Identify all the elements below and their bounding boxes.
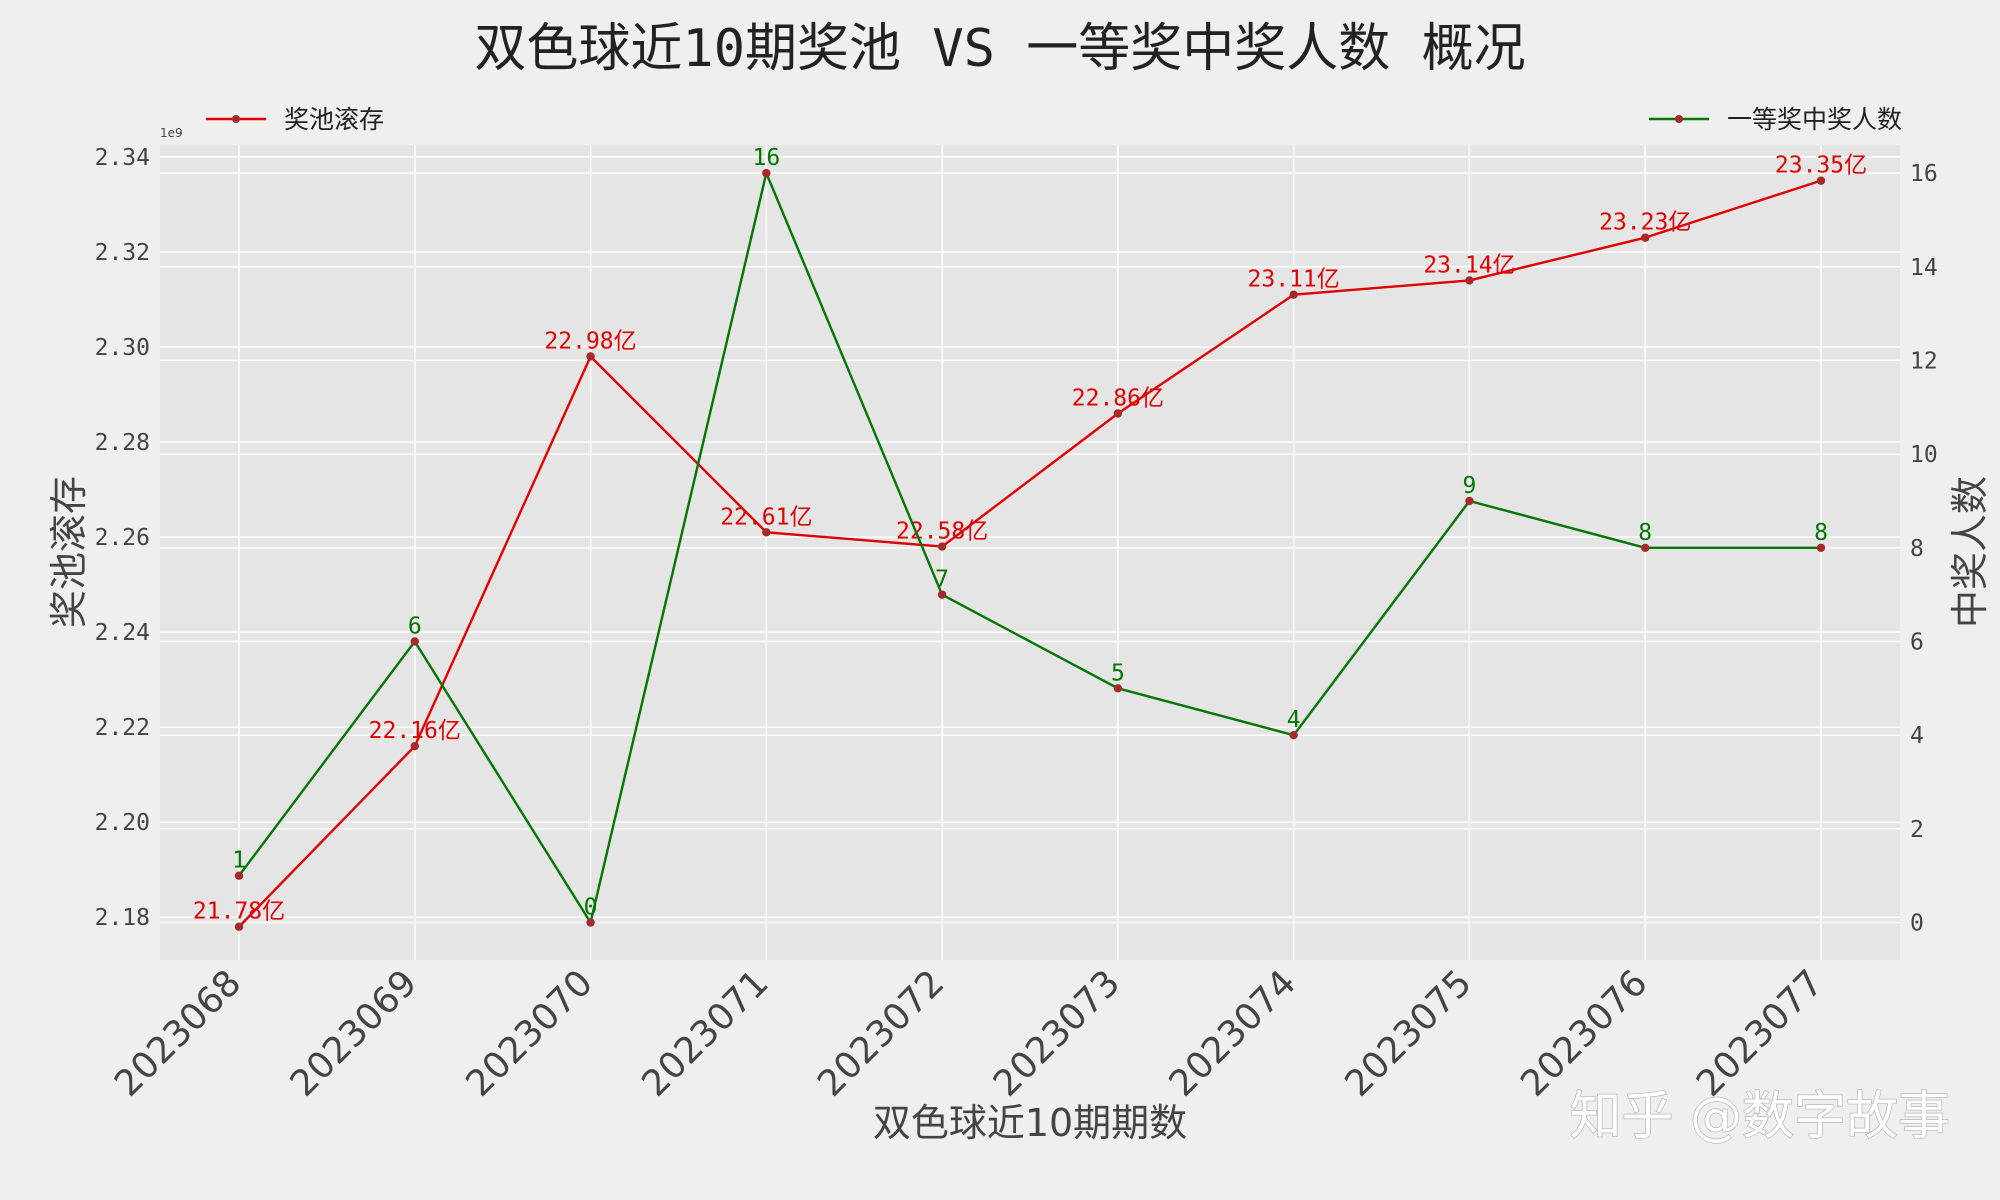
y-tick-label: 2.34 xyxy=(95,145,150,171)
pool-point xyxy=(937,542,947,551)
right-axis-ticks: 0 2 4 6 8 10 12 14 16 xyxy=(1910,161,1938,936)
pool-point xyxy=(586,352,595,361)
grid xyxy=(160,145,1900,960)
y-tick-label: 2.22 xyxy=(95,715,150,741)
y-tick-label: 2.20 xyxy=(95,810,150,836)
winner-data-label: 1 xyxy=(232,848,246,874)
y-tick-label: 2.26 xyxy=(95,525,150,551)
winner-line xyxy=(238,171,1821,924)
pool-point xyxy=(1289,290,1298,299)
winner-data-label: 4 xyxy=(1287,707,1301,733)
pool-data-label: 23.11亿 xyxy=(1248,267,1340,293)
pool-point xyxy=(1641,233,1650,242)
y2-tick-label: 4 xyxy=(1910,723,1924,749)
winner-point xyxy=(586,918,595,927)
pool-data-label: 23.14亿 xyxy=(1423,252,1515,278)
pool-data-label: 23.35亿 xyxy=(1775,153,1867,179)
y2-tick-label: 10 xyxy=(1910,442,1938,468)
left-axis-label: 奖池滚存 xyxy=(47,476,91,628)
legend-pool-marker xyxy=(232,115,240,123)
legend-winner-marker xyxy=(1675,115,1683,123)
x-axis-label: 双色球近10期期数 xyxy=(873,1101,1187,1145)
y2-tick-label: 0 xyxy=(1910,911,1924,937)
y-tick-label: 2.32 xyxy=(95,240,150,266)
right-axis-label: 中奖人数 xyxy=(1948,476,1992,628)
pool-point xyxy=(1113,409,1123,418)
winner-point xyxy=(234,871,244,880)
winner-data-label: 0 xyxy=(584,895,598,921)
winner-point xyxy=(1289,730,1298,740)
pool-data-label: 23.23亿 xyxy=(1599,210,1691,236)
legend-winner-label: 一等奖中奖人数 xyxy=(1727,105,1902,134)
pool-point xyxy=(1465,276,1474,285)
left-axis-ticks: 2.18 2.20 2.22 2.24 2.26 2.28 2.30 2.32 2.34 xyxy=(95,145,150,931)
winner-data-label: 6 xyxy=(408,613,422,639)
pool-point xyxy=(1816,176,1826,185)
y2-tick-label: 2 xyxy=(1910,817,1924,843)
winner-data-label: 8 xyxy=(1814,520,1828,546)
winner-point xyxy=(1465,496,1474,506)
pool-point xyxy=(410,741,419,751)
winner-data-label: 9 xyxy=(1463,473,1477,499)
winner-data-label: 5 xyxy=(1111,660,1125,686)
pool-data-label: 22.86亿 xyxy=(1072,385,1164,411)
pool-point xyxy=(762,528,771,537)
pool-point xyxy=(234,922,244,931)
pool-line xyxy=(238,179,1822,928)
series-pool: 21.78亿 22.16亿 22.98亿 22.61亿 22.58亿 22.86亿 23.1… xyxy=(193,153,1867,931)
winner-point xyxy=(937,590,947,599)
winner-data-label: 16 xyxy=(752,145,780,171)
pool-data-label: 22.16亿 xyxy=(369,718,461,744)
winner-data-label: 8 xyxy=(1638,520,1652,546)
legend-pool-label: 奖池滚存 xyxy=(284,105,384,134)
y-tick-label: 2.28 xyxy=(95,430,150,456)
y-tick-label: 2.18 xyxy=(95,905,150,931)
y-tick-label: 2.24 xyxy=(95,620,150,646)
y2-tick-label: 16 xyxy=(1910,161,1938,187)
y2-tick-label: 8 xyxy=(1910,536,1924,562)
winner-data-label: 7 xyxy=(935,567,949,593)
winner-point xyxy=(1641,543,1650,553)
pool-data-label: 21.78亿 xyxy=(193,899,285,925)
y2-tick-label: 14 xyxy=(1910,255,1938,281)
winner-point xyxy=(1113,684,1123,693)
winner-point xyxy=(410,637,419,646)
winner-point xyxy=(762,168,771,178)
watermark: 知乎 @数字故事 xyxy=(1569,1087,1950,1147)
winner-point xyxy=(1816,543,1826,553)
chart-title: 双色球近10期奖池 VS 一等奖中奖人数 概况 xyxy=(474,19,1525,79)
pool-data-label: 22.98亿 xyxy=(544,328,636,354)
y2-tick-label: 12 xyxy=(1910,348,1938,374)
y-tick-label: 2.30 xyxy=(95,335,150,361)
legend-winner: 一等奖中奖人数 xyxy=(1649,105,1902,134)
pool-data-label: 22.61亿 xyxy=(720,504,812,530)
left-axis-scale-note: 1e9 xyxy=(160,126,183,140)
y2-tick-label: 6 xyxy=(1910,629,1924,655)
legend-pool: 奖池滚存 xyxy=(206,105,384,134)
plot-area xyxy=(160,145,1900,960)
pool-data-label: 22.58亿 xyxy=(896,519,988,545)
